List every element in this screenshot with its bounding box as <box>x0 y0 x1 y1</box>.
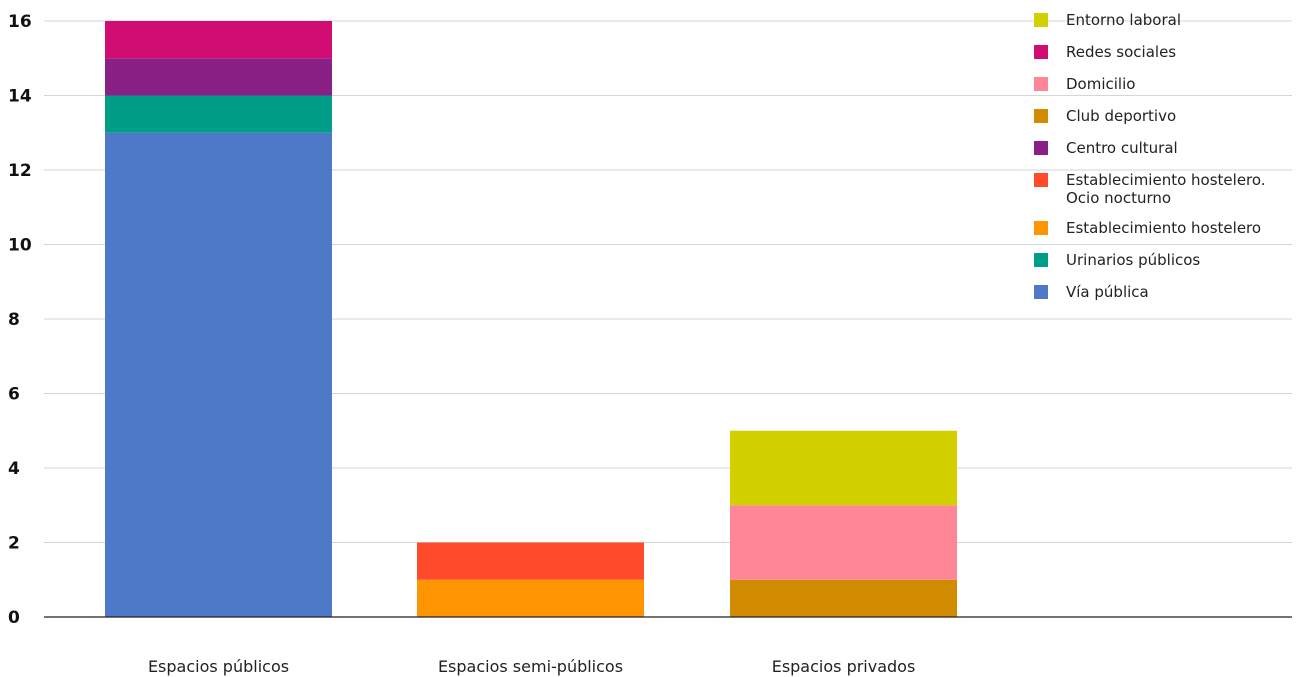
legend-swatch <box>1034 45 1048 59</box>
legend-item: Entorno laboral <box>1034 11 1304 29</box>
y-tick-label: 6 <box>8 385 20 405</box>
y-tick-label: 2 <box>8 534 20 554</box>
legend-item: Establecimiento hostelero <box>1034 219 1304 237</box>
legend-item: Establecimiento hostelero. Ocio nocturno <box>1034 171 1304 207</box>
x-tick-label: Espacios públicos <box>148 657 289 676</box>
x-tick-label: Espacios privados <box>772 657 916 676</box>
y-tick-label: 16 <box>8 12 32 32</box>
legend: Entorno laboral Redes sociales Domicilio Cl… <box>1034 11 1304 315</box>
legend-swatch <box>1034 109 1048 123</box>
y-tick-label: 4 <box>8 459 20 479</box>
bar-segment <box>417 579 644 617</box>
legend-label: Establecimiento hostelero <box>1066 219 1262 237</box>
legend-label: Urinarios públicos <box>1066 251 1201 269</box>
y-tick-label: 8 <box>8 310 20 330</box>
legend-label: Establecimiento hostelero. Ocio nocturno <box>1066 171 1266 207</box>
legend-swatch <box>1034 141 1048 155</box>
y-tick-label: 14 <box>8 87 32 107</box>
legend-label: Centro cultural <box>1066 139 1178 157</box>
legend-label: Vía pública <box>1066 283 1149 301</box>
y-tick-label: 10 <box>8 236 32 256</box>
legend-item: Club deportivo <box>1034 107 1304 125</box>
bar-segment <box>730 579 957 617</box>
bar-segment <box>105 58 332 96</box>
bar-segment <box>417 542 644 580</box>
bar-segment <box>105 132 332 617</box>
legend-item: Domicilio <box>1034 75 1304 93</box>
bar-segment <box>105 95 332 133</box>
legend-swatch <box>1034 221 1048 235</box>
legend-swatch <box>1034 285 1048 299</box>
y-tick-label: 12 <box>8 161 32 181</box>
legend-item: Vía pública <box>1034 283 1304 301</box>
legend-swatch <box>1034 173 1048 187</box>
bar-segment <box>105 21 332 59</box>
x-tick-label: Espacios semi-públicos <box>438 657 623 676</box>
legend-swatch <box>1034 13 1048 27</box>
bar-segment <box>730 505 957 580</box>
y-tick-label: 0 <box>8 608 20 628</box>
legend-item: Urinarios públicos <box>1034 251 1304 269</box>
legend-item: Redes sociales <box>1034 43 1304 61</box>
legend-item: Centro cultural <box>1034 139 1304 157</box>
bar-segment <box>730 430 957 506</box>
legend-swatch <box>1034 253 1048 267</box>
legend-swatch <box>1034 77 1048 91</box>
legend-label: Redes sociales <box>1066 43 1177 61</box>
legend-label: Club deportivo <box>1066 107 1177 125</box>
legend-label: Domicilio <box>1066 75 1136 93</box>
legend-label: Entorno laboral <box>1066 11 1181 29</box>
